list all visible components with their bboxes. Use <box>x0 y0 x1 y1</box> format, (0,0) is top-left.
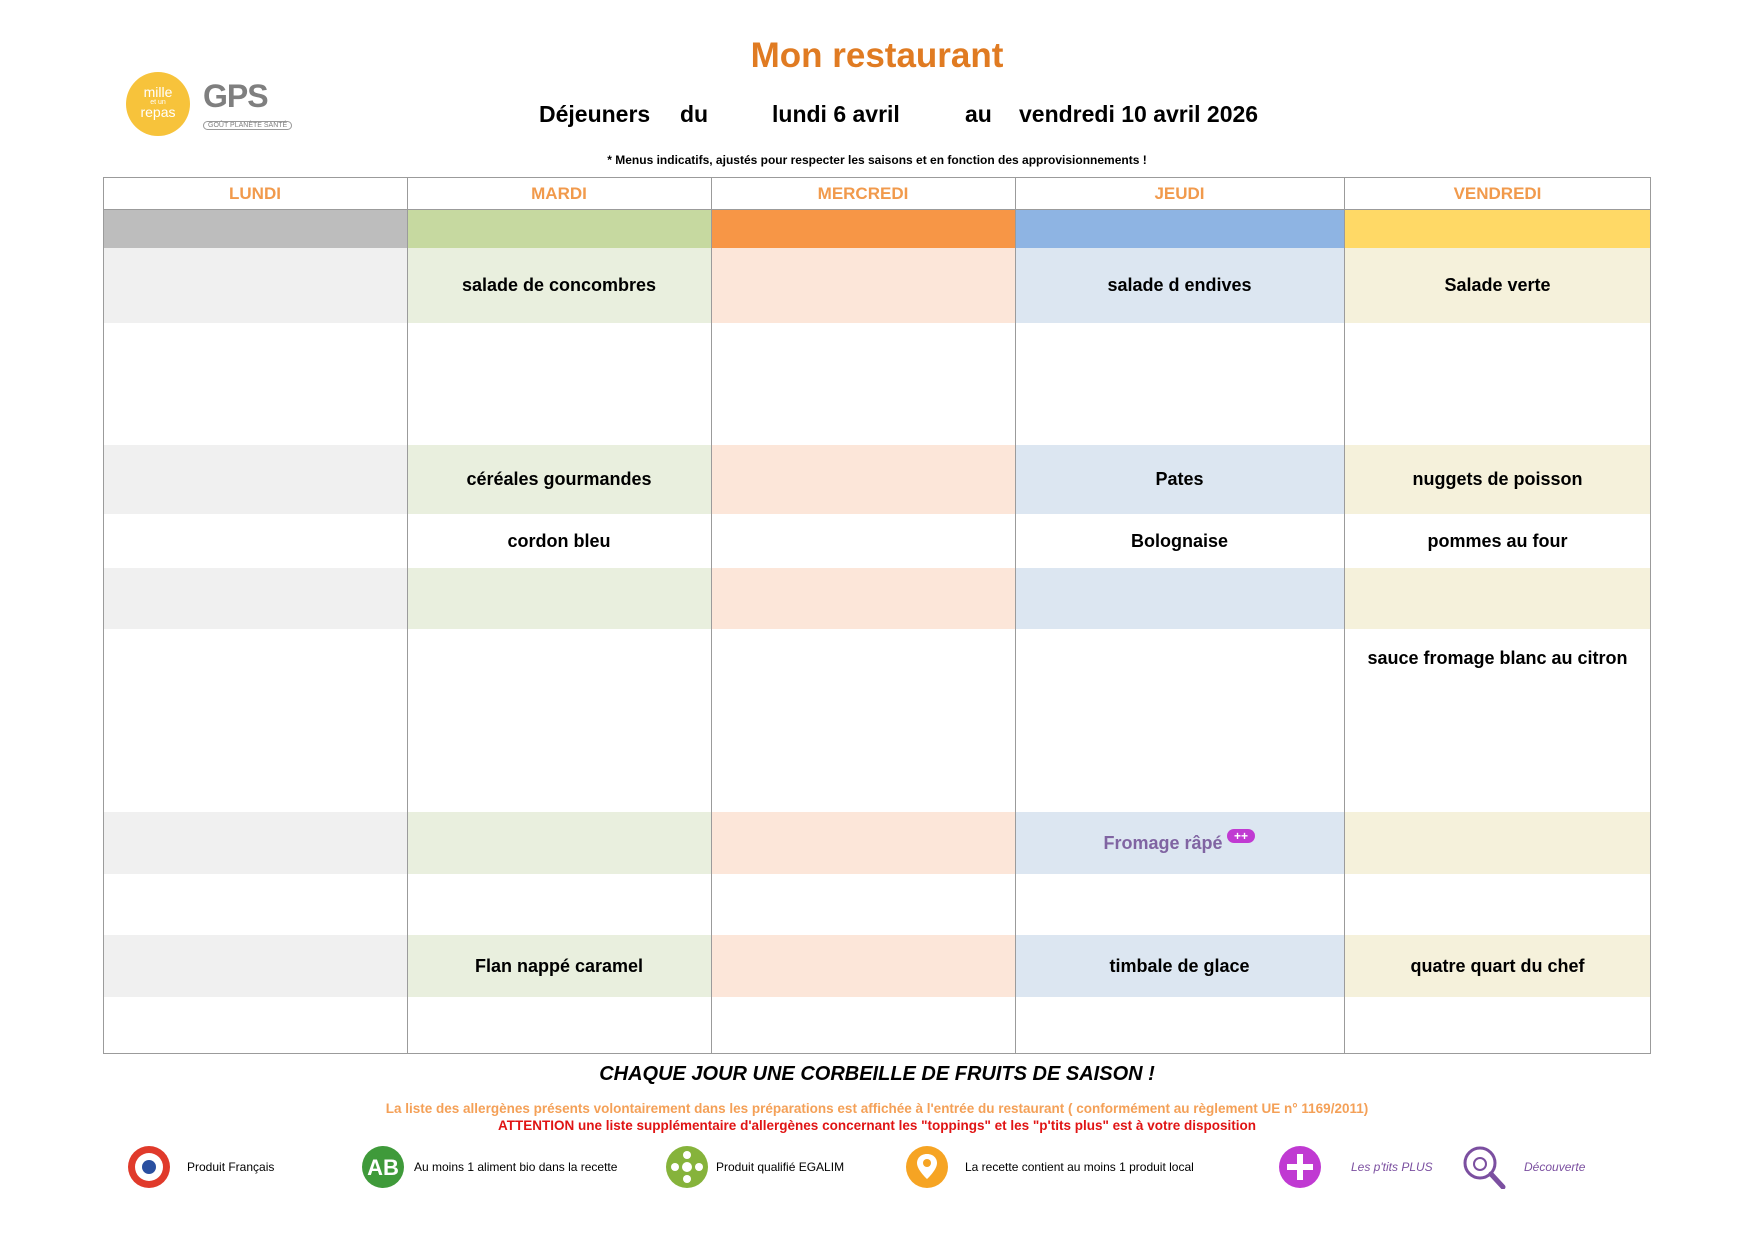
day-header-lundi: LUNDI <box>229 184 281 203</box>
shaded-row-mardi <box>407 248 711 323</box>
ptits-plus-legend-icon <box>1279 1146 1321 1188</box>
shaded-row-jeudi <box>1015 568 1344 629</box>
legend-francais: Produit Français <box>187 1160 275 1174</box>
shaded-row-lundi <box>103 445 407 514</box>
menu-mardi-dessert: Flan nappé caramel <box>474 955 644 976</box>
organic-ab-icon: AB <box>362 1146 404 1188</box>
menu-mardi-entree: salade de concombres <box>461 275 657 295</box>
color-band-vendredi <box>1344 209 1651 248</box>
day-header-jeudi: JEUDI <box>1154 184 1205 203</box>
shaded-row-mercredi <box>711 812 1015 874</box>
grid-row-divider <box>103 209 1651 210</box>
shaded-row-mercredi <box>711 445 1015 514</box>
shaded-row-jeudi <box>1015 445 1344 514</box>
du-label: du <box>680 101 709 127</box>
grid-column-divider <box>711 177 712 1054</box>
menu-jeudi-plat: Bolognaise <box>1130 530 1228 551</box>
page-title: Mon restaurant <box>750 36 1004 75</box>
grid-row-divider <box>103 177 1651 178</box>
menu-vendredi-sauce: sauce fromage blanc au citron <box>1367 647 1628 668</box>
shaded-row-jeudi <box>1015 248 1344 323</box>
menu-vendredi-entree: Salade verte <box>1444 275 1551 295</box>
shaded-row-vendredi <box>1344 812 1651 874</box>
shaded-row-lundi <box>103 568 407 629</box>
grid-column-divider <box>1650 177 1651 1054</box>
legend-ptits-plus: Les p'tits PLUS <box>1351 1160 1433 1174</box>
day-header-mardi: MARDI <box>531 184 587 203</box>
color-band-mardi <box>407 209 711 248</box>
svg-text:AB: AB <box>367 1155 399 1180</box>
menu-mardi-plat: cordon bleu <box>507 530 611 551</box>
shaded-row-mercredi <box>711 568 1015 629</box>
shaded-row-jeudi <box>1015 935 1344 997</box>
svg-text:++: ++ <box>1234 829 1248 843</box>
menu-jeudi-entree: salade d endives <box>1107 275 1252 295</box>
shaded-row-mercredi <box>711 935 1015 997</box>
shaded-row-vendredi <box>1344 568 1651 629</box>
local-pin-icon <box>906 1146 948 1188</box>
shaded-row-vendredi <box>1344 248 1651 323</box>
color-band-jeudi <box>1015 209 1344 248</box>
ptits-plus-icon: ++ <box>1226 829 1255 843</box>
shaded-row-mercredi <box>711 248 1015 323</box>
menu-jeudi-fromage: Fromage râpé ++ <box>1015 812 1344 874</box>
allergenes-notice: La liste des allergènes présents volonta… <box>385 1101 1369 1116</box>
menu-vendredi-feculent: nuggets de poisson <box>1412 469 1583 489</box>
menu-vendredi-dessert: quatre quart du chef <box>1410 955 1585 976</box>
egalim-icon <box>666 1146 708 1188</box>
shaded-row-mardi <box>407 568 711 629</box>
color-band-mercredi <box>711 209 1015 248</box>
legend-decouverte: Découverte <box>1524 1160 1586 1174</box>
mille-et-un-repas-logo: mille et un repas <box>126 72 190 136</box>
grid-column-divider <box>407 177 408 1054</box>
shaded-row-mardi <box>407 445 711 514</box>
shaded-row-lundi <box>103 935 407 997</box>
day-header-vendredi: VENDREDI <box>1453 184 1542 203</box>
french-flag-roundel-icon <box>128 1146 170 1188</box>
decouverte-magnifier-icon <box>1463 1146 1506 1189</box>
legend-bio: Au moins 1 aliment bio dans la recette <box>414 1160 618 1174</box>
au-label: au <box>965 101 992 127</box>
grid-column-divider <box>103 177 104 1054</box>
day-header-mercredi: MERCREDI <box>817 184 909 203</box>
gps-logo: GPS GOÛT PLANÈTE SANTÉ <box>203 78 293 130</box>
dejeuners-label: Déjeuners <box>539 101 651 127</box>
start-date: lundi 6 avril <box>772 101 900 127</box>
menu-vendredi-plat: pommes au four <box>1427 530 1568 551</box>
end-date: vendredi 10 avril 2026 <box>1019 101 1259 127</box>
shaded-row-vendredi <box>1344 935 1651 997</box>
legend-egalim: Produit qualifié EGALIM <box>716 1160 845 1174</box>
grid-column-divider <box>1015 177 1016 1054</box>
shaded-row-vendredi <box>1344 445 1651 514</box>
shaded-row-mardi <box>407 812 711 874</box>
fromage-label: Fromage râpé <box>1103 832 1223 853</box>
shaded-row-jeudi <box>1015 812 1344 874</box>
shaded-row-mardi <box>407 935 711 997</box>
shaded-row-lundi <box>103 248 407 323</box>
toppings-warning: ATTENTION une liste supplémentaire d'all… <box>498 1118 1256 1133</box>
menu-note: * Menus indicatifs, ajustés pour respect… <box>607 153 1147 167</box>
fruits-banner: CHAQUE JOUR UNE CORBEILLE DE FRUITS DE S… <box>599 1063 1155 1085</box>
shaded-row-lundi <box>103 812 407 874</box>
menu-jeudi-feculent: Pates <box>1155 469 1204 489</box>
grid-row-divider <box>103 1053 1651 1054</box>
legend-local: La recette contient au moins 1 produit l… <box>965 1160 1194 1174</box>
menu-jeudi-dessert: timbale de glace <box>1109 955 1250 976</box>
menu-mardi-feculent: céréales gourmandes <box>466 469 652 489</box>
color-band-lundi <box>103 209 407 248</box>
grid-column-divider <box>1344 177 1345 1054</box>
